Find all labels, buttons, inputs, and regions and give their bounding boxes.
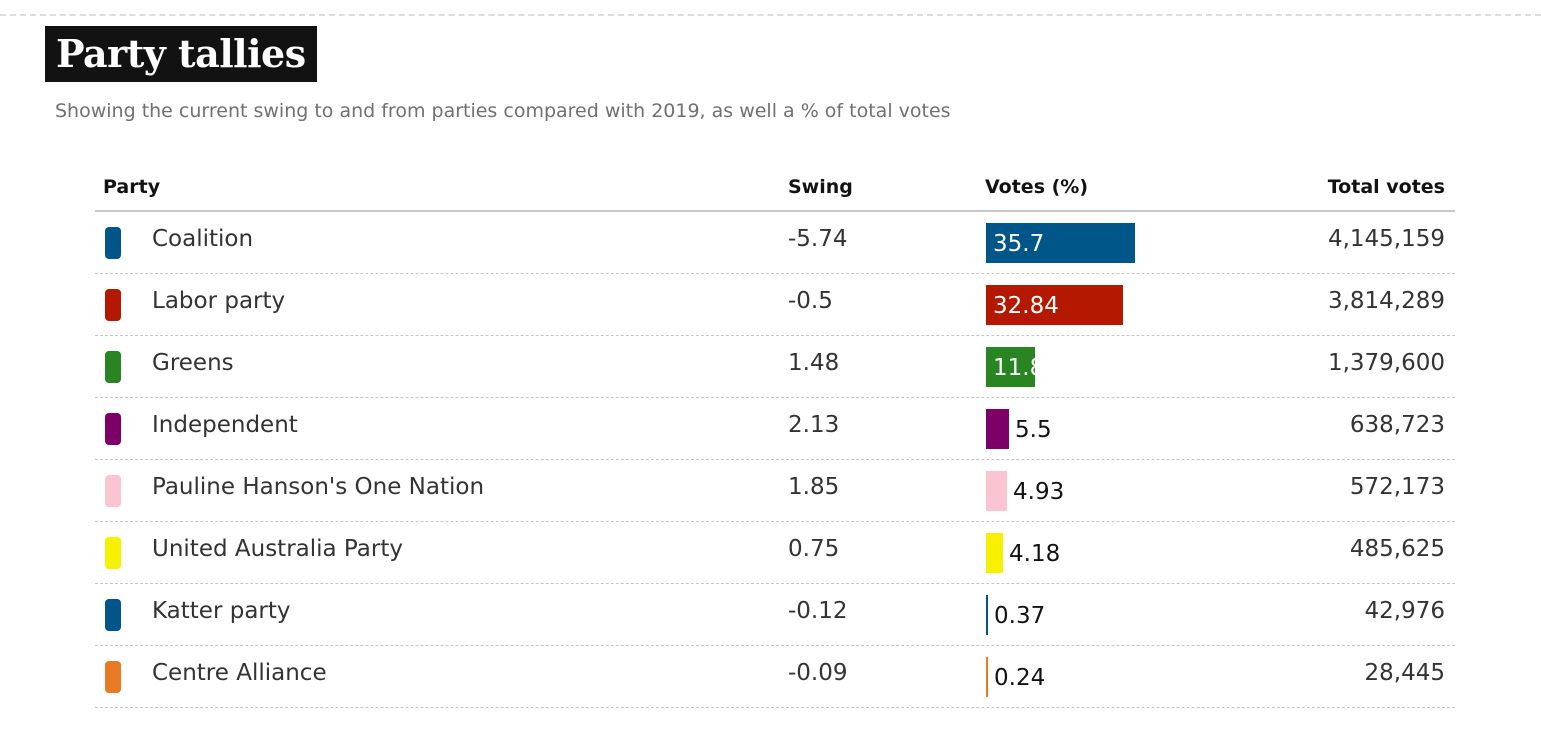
party-color-swatch (105, 227, 121, 259)
party-tally-table: Party Swing Votes (%) Total votes Coalit… (95, 170, 1455, 708)
total-votes-value: 28,445 (1364, 660, 1445, 686)
table-row: Katter party -0.12 0.37 42,976 (95, 584, 1455, 646)
chart-title: Party tallies (45, 26, 317, 82)
table-row: Independent 2.13 5.5 638,723 (95, 398, 1455, 460)
total-votes-value: 3,814,289 (1327, 288, 1445, 314)
total-votes-value: 42,976 (1364, 598, 1445, 624)
party-name: Coalition (152, 226, 254, 252)
party-name: Centre Alliance (152, 660, 327, 686)
party-name: Labor party (152, 288, 286, 314)
swing-value: -0.12 (788, 598, 848, 624)
table-header: Party Swing Votes (%) Total votes (95, 170, 1455, 212)
party-color-swatch (105, 599, 121, 631)
votes-bar (986, 471, 1007, 511)
column-header-votes: Votes (%) (985, 176, 1089, 198)
table-row: Greens 1.48 11.8 1,379,600 (95, 336, 1455, 398)
votes-percent-label: 4.93 (1013, 479, 1065, 505)
votes-percent-label: 0.24 (994, 665, 1046, 691)
swing-value: 0.75 (788, 536, 840, 562)
votes-bar (986, 657, 988, 697)
table-row: Coalition -5.74 35.7 4,145,159 (95, 212, 1455, 274)
votes-percent-label: 32.84 (993, 293, 1059, 319)
swing-value: -0.5 (788, 288, 833, 314)
party-color-swatch (105, 661, 121, 693)
total-votes-value: 572,173 (1349, 474, 1445, 500)
party-name: Pauline Hanson's One Nation (152, 474, 485, 500)
votes-percent-label: 11.8 (993, 355, 1045, 381)
party-color-swatch (105, 537, 121, 569)
swing-value: -5.74 (788, 226, 848, 252)
party-color-swatch (105, 351, 121, 383)
votes-bar (986, 223, 1135, 263)
total-votes-value: 485,625 (1349, 536, 1445, 562)
table-row: Pauline Hanson's One Nation 1.85 4.93 572,1… (95, 460, 1455, 522)
party-name: United Australia Party (152, 536, 403, 562)
table-row: United Australia Party 0.75 4.18 485,625 (95, 522, 1455, 584)
total-votes-value: 4,145,159 (1327, 226, 1445, 252)
party-name: Katter party (152, 598, 291, 624)
swing-value: 1.48 (788, 350, 840, 376)
votes-bar (986, 533, 1003, 573)
column-header-party: Party (103, 176, 161, 198)
votes-percent-label: 4.18 (1009, 541, 1061, 567)
votes-bar (986, 285, 1123, 325)
table-body: Coalition -5.74 35.7 4,145,159 Labor party -0… (95, 212, 1455, 708)
votes-bar (986, 409, 1009, 449)
party-color-swatch (105, 475, 121, 507)
party-color-swatch (105, 289, 121, 321)
swing-value: -0.09 (788, 660, 848, 686)
top-dashed-divider (0, 14, 1541, 16)
swing-value: 2.13 (788, 412, 840, 438)
column-header-swing: Swing (788, 176, 853, 198)
chart-subtitle: Showing the current swing to and from pa… (55, 100, 951, 122)
party-name: Independent (152, 412, 298, 438)
swing-value: 1.85 (788, 474, 840, 500)
table-row: Labor party -0.5 32.84 3,814,289 (95, 274, 1455, 336)
total-votes-value: 1,379,600 (1327, 350, 1445, 376)
votes-bar (986, 595, 988, 635)
votes-percent-label: 5.5 (1015, 417, 1052, 443)
table-row: Centre Alliance -0.09 0.24 28,445 (95, 646, 1455, 708)
votes-percent-label: 0.37 (994, 603, 1046, 629)
party-color-swatch (105, 413, 121, 445)
votes-bar (986, 347, 1035, 387)
party-name: Greens (152, 350, 234, 376)
total-votes-value: 638,723 (1349, 412, 1445, 438)
votes-percent-label: 35.7 (993, 231, 1045, 257)
column-header-total-votes: Total votes (1327, 176, 1445, 198)
